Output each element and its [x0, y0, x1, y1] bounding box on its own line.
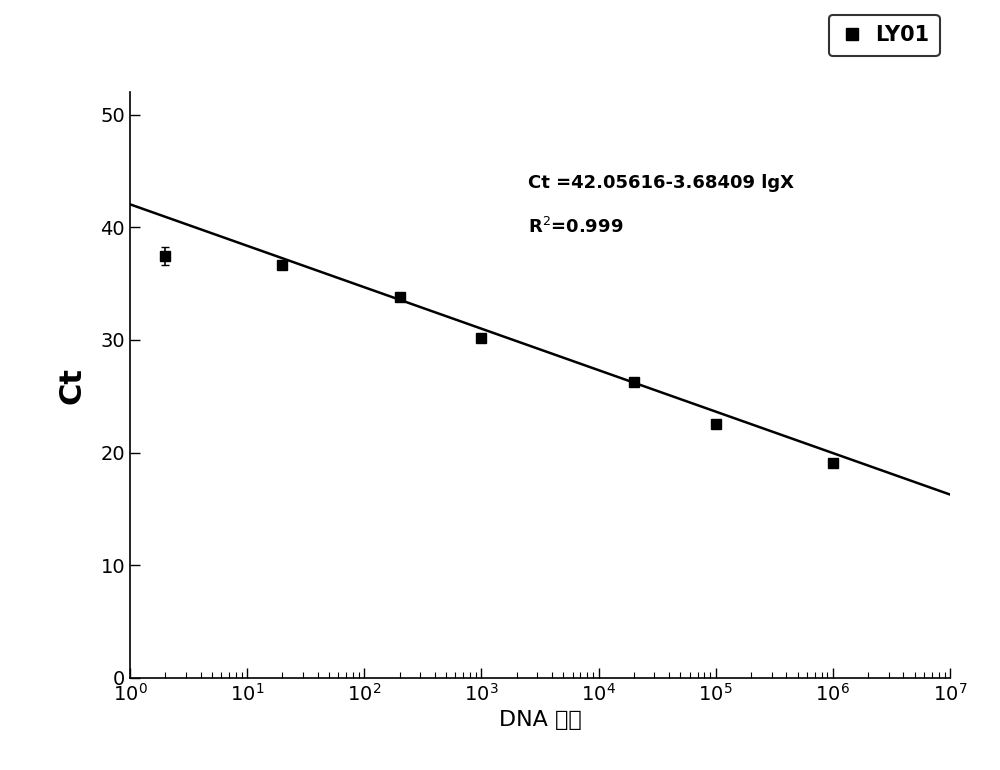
Legend: LY01: LY01 — [829, 15, 940, 56]
Text: Ct =42.05616-3.68409 lgX: Ct =42.05616-3.68409 lgX — [528, 174, 794, 192]
Y-axis label: Ct: Ct — [58, 367, 87, 403]
Text: R$^2$=0.999: R$^2$=0.999 — [528, 217, 623, 237]
X-axis label: DNA 拷贝: DNA 拷贝 — [499, 710, 581, 730]
